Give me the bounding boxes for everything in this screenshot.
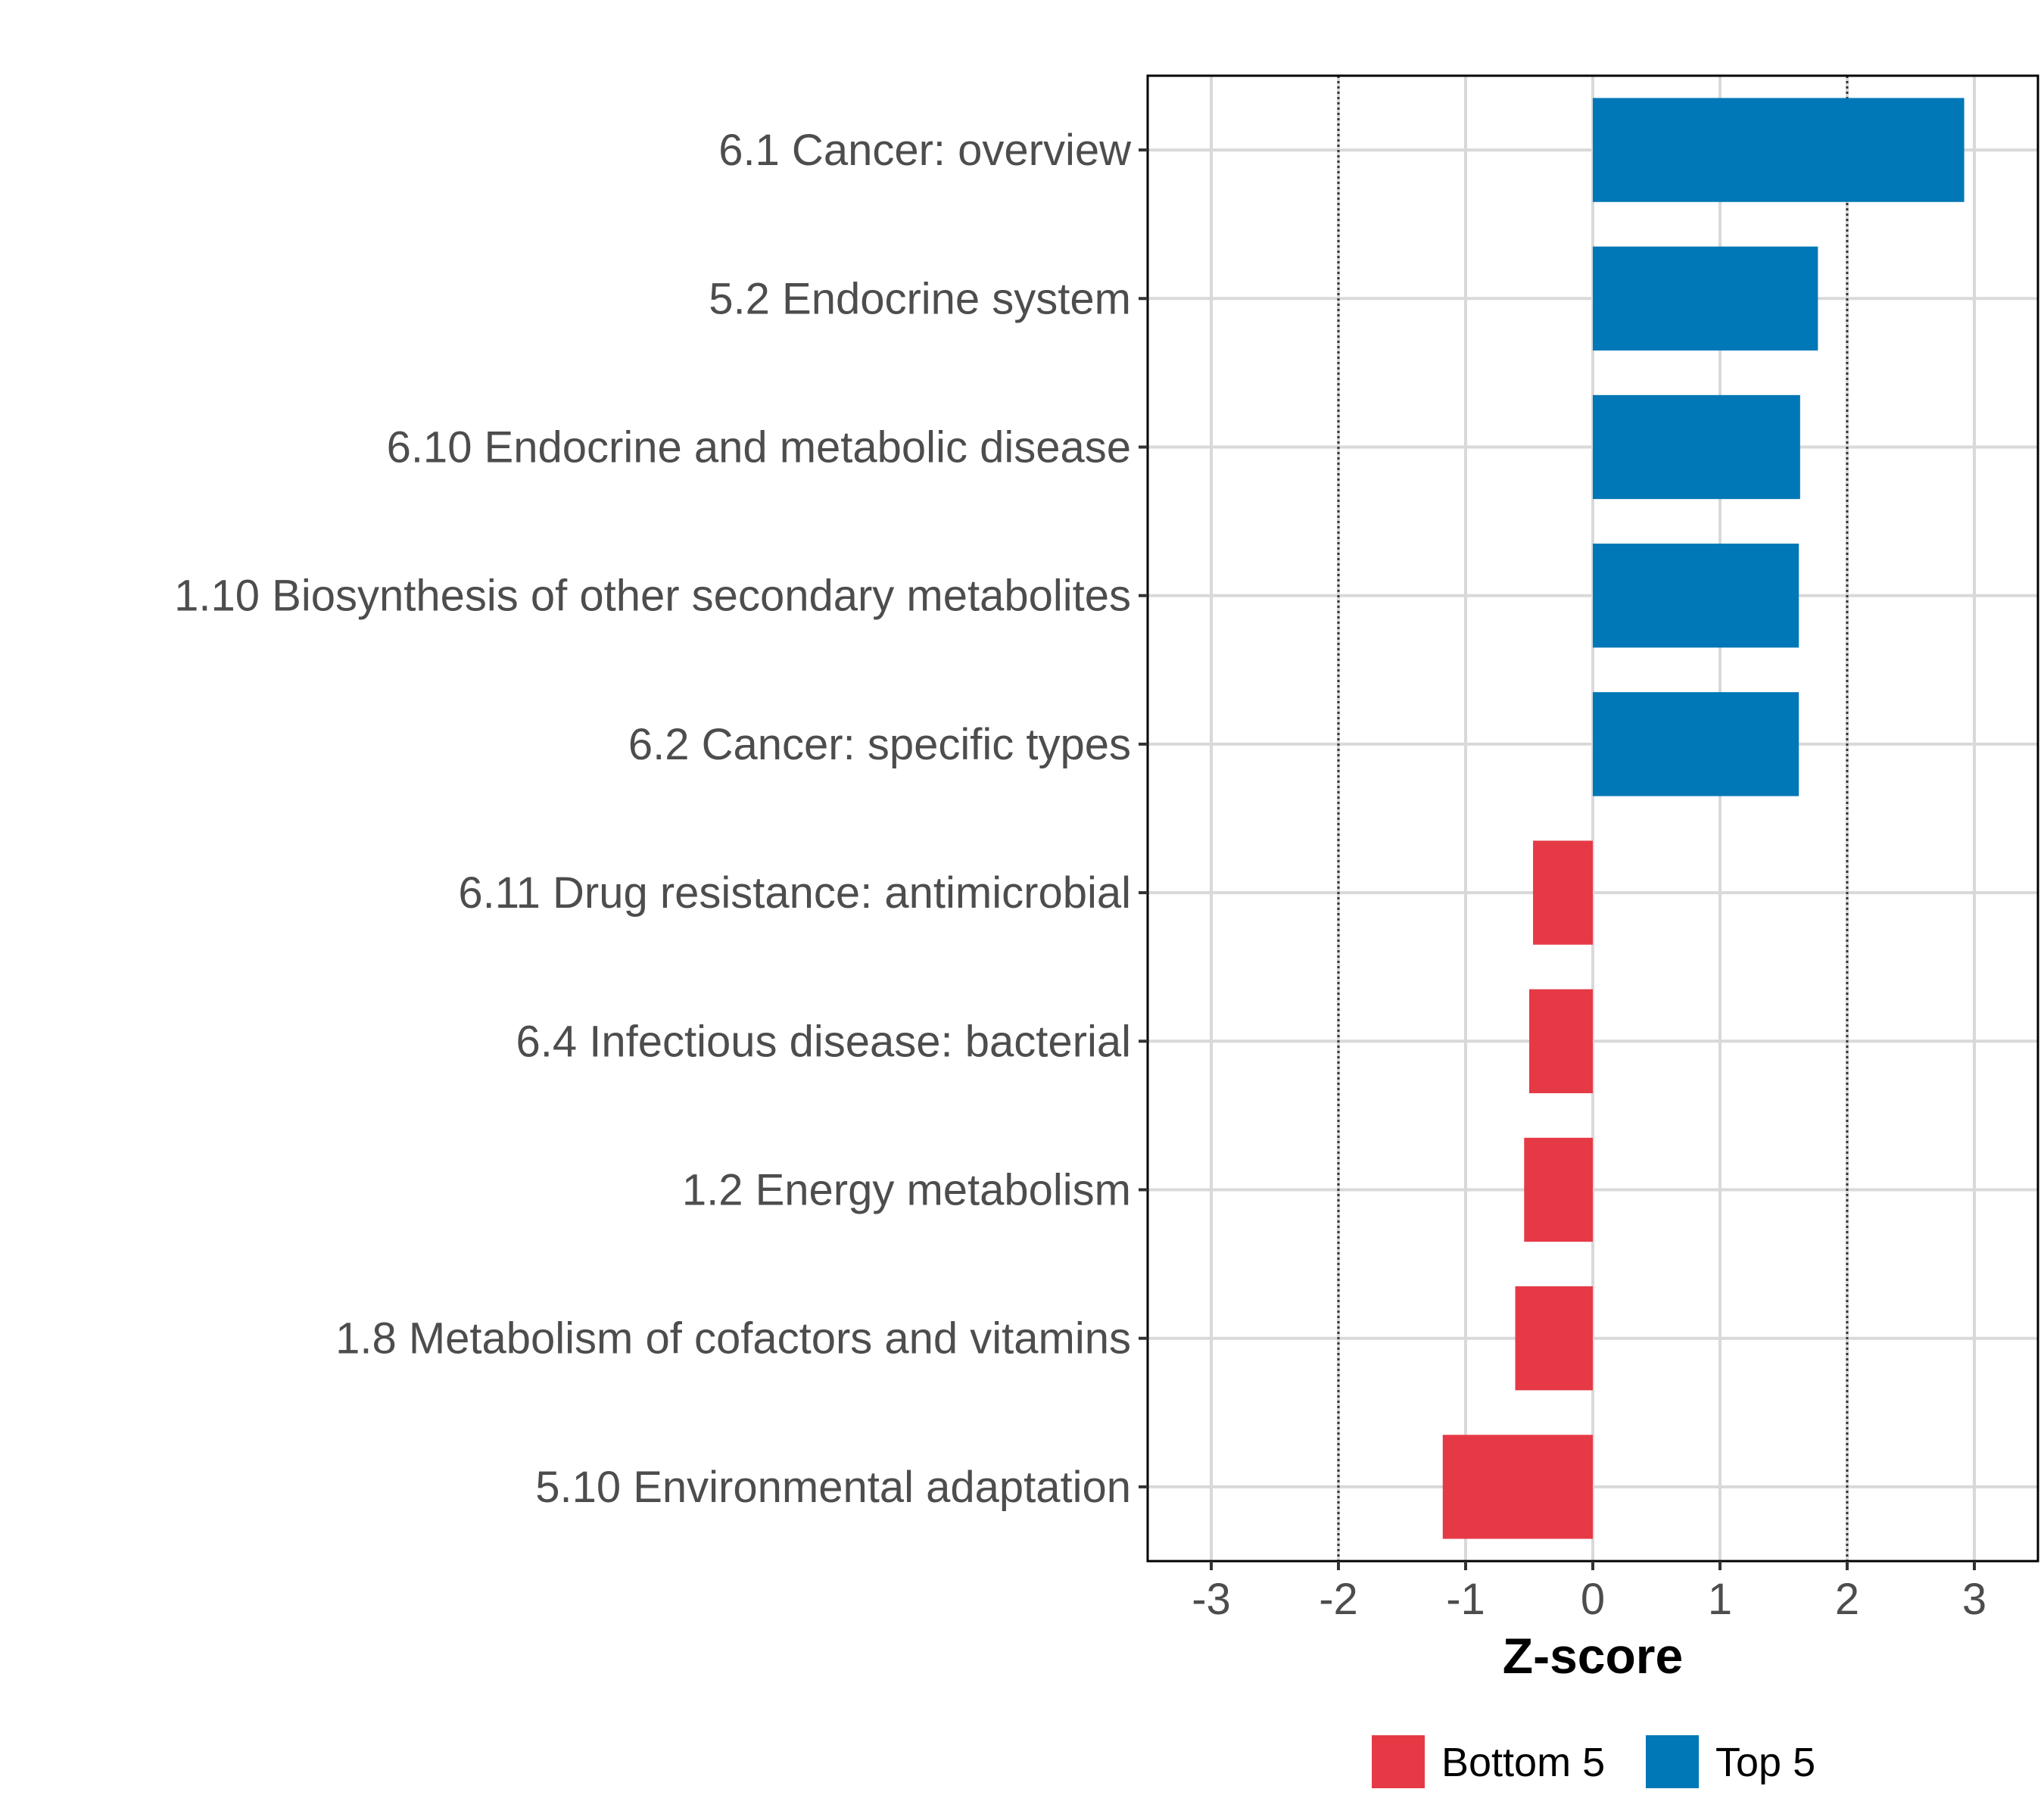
bar-9 [1442, 1435, 1593, 1539]
x-axis: -3 -2 -1 0 1 2 3 [1192, 1561, 1986, 1624]
y-tick-label-4: 6.2 Cancer: specific types [628, 720, 1131, 769]
bar-1 [1593, 246, 1818, 351]
x-tick-label-5: 2 [1835, 1575, 1859, 1624]
bar-5 [1533, 840, 1593, 945]
bar-8 [1515, 1286, 1593, 1391]
y-axis: 6.1 Cancer: overview 5.2 Endocrine system… [174, 126, 1148, 1512]
bars [1442, 98, 1965, 1539]
x-tick-label-6: 3 [1962, 1575, 1986, 1624]
x-tick-label-4: 1 [1708, 1575, 1732, 1624]
bar-7 [1524, 1137, 1593, 1242]
bar-0 [1593, 98, 1965, 202]
legend: Bottom 5 Top 5 [1372, 1735, 1815, 1788]
y-tick-label-7: 1.2 Energy metabolism [682, 1166, 1131, 1215]
y-tick-label-8: 1.8 Metabolism of cofactors and vitamins [335, 1314, 1131, 1364]
y-tick-label-0: 6.1 Cancer: overview [718, 126, 1132, 175]
bar-4 [1593, 692, 1799, 796]
legend-swatch-1 [1646, 1735, 1699, 1788]
y-tick-label-5: 6.11 Drug resistance: antimicrobial [458, 868, 1131, 918]
x-tick-label-0: -3 [1192, 1575, 1231, 1624]
y-tick-label-9: 5.10 Environmental adaptation [535, 1463, 1131, 1512]
y-tick-label-1: 5.2 Endocrine system [709, 274, 1131, 323]
bar-2 [1593, 394, 1800, 500]
y-tick-label-6: 6.4 Infectious disease: bacterial [516, 1017, 1131, 1066]
x-tick-label-1: -2 [1319, 1575, 1358, 1624]
legend-label-0: Bottom 5 [1441, 1740, 1605, 1785]
legend-label-1: Top 5 [1715, 1740, 1815, 1785]
bar-3 [1593, 544, 1799, 648]
legend-swatch-0 [1372, 1735, 1425, 1788]
y-tick-label-3: 1.10 Biosynthesis of other secondary met… [174, 572, 1131, 621]
x-axis-label: Z-score [1503, 1628, 1683, 1684]
x-tick-label-3: 0 [1581, 1575, 1605, 1624]
bar-6 [1529, 989, 1593, 1093]
y-tick-label-2: 6.10 Endocrine and metabolic disease [387, 423, 1131, 472]
x-tick-label-2: -1 [1446, 1575, 1485, 1624]
reference-lines [1337, 76, 1849, 1561]
